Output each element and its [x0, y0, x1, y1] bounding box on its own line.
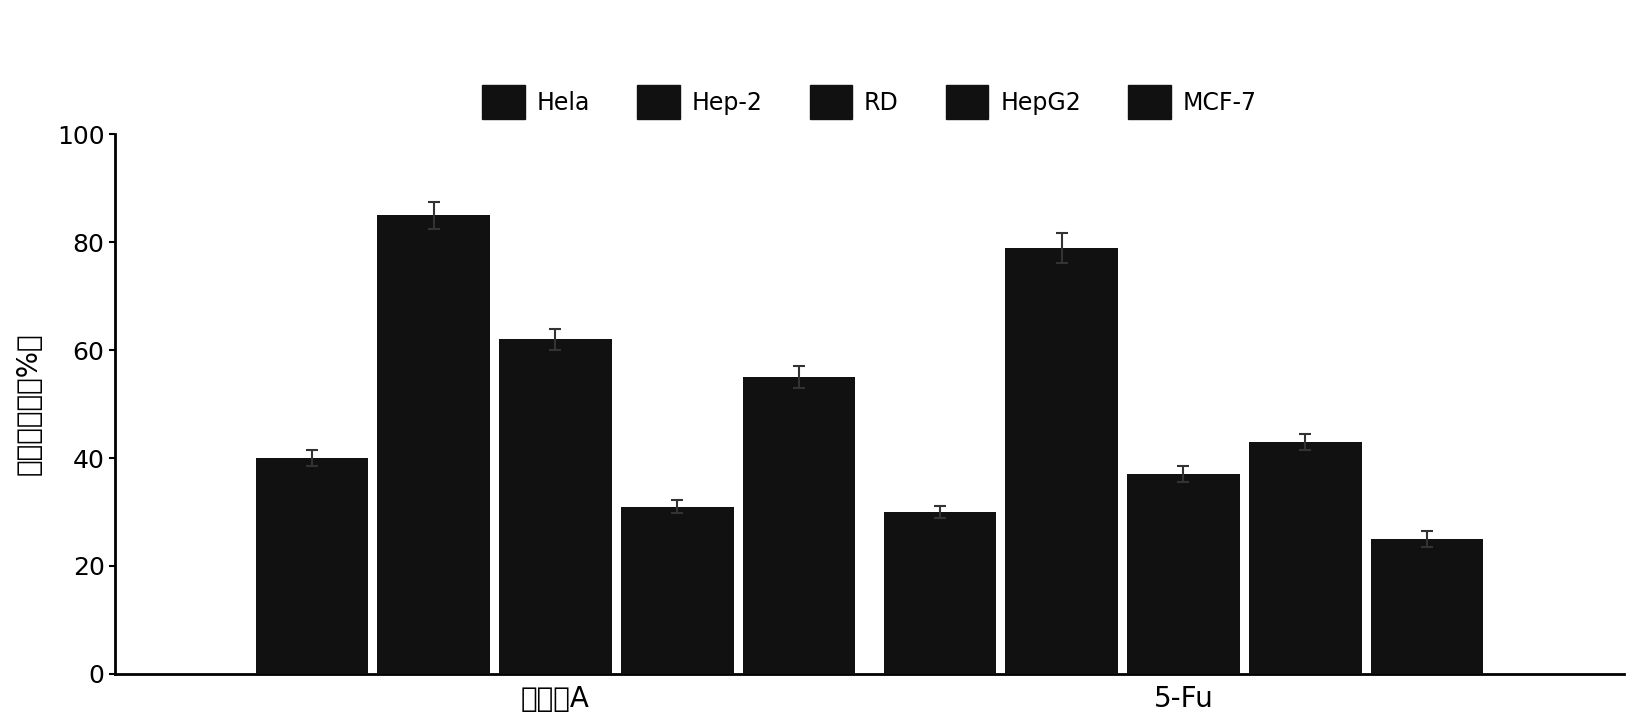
Bar — [1249, 442, 1362, 674]
Bar — [377, 215, 490, 674]
Bar — [500, 339, 611, 674]
Bar — [256, 458, 369, 674]
Bar — [1370, 539, 1483, 674]
Bar — [742, 377, 856, 674]
Bar — [1128, 474, 1239, 674]
Y-axis label: 活性抑制率（%）: 活性抑制率（%） — [15, 333, 43, 475]
Legend: Hela, Hep-2, RD, HepG2, MCF-7: Hela, Hep-2, RD, HepG2, MCF-7 — [474, 76, 1265, 128]
Bar — [883, 512, 997, 674]
Bar — [1005, 248, 1118, 674]
Bar — [621, 507, 734, 674]
